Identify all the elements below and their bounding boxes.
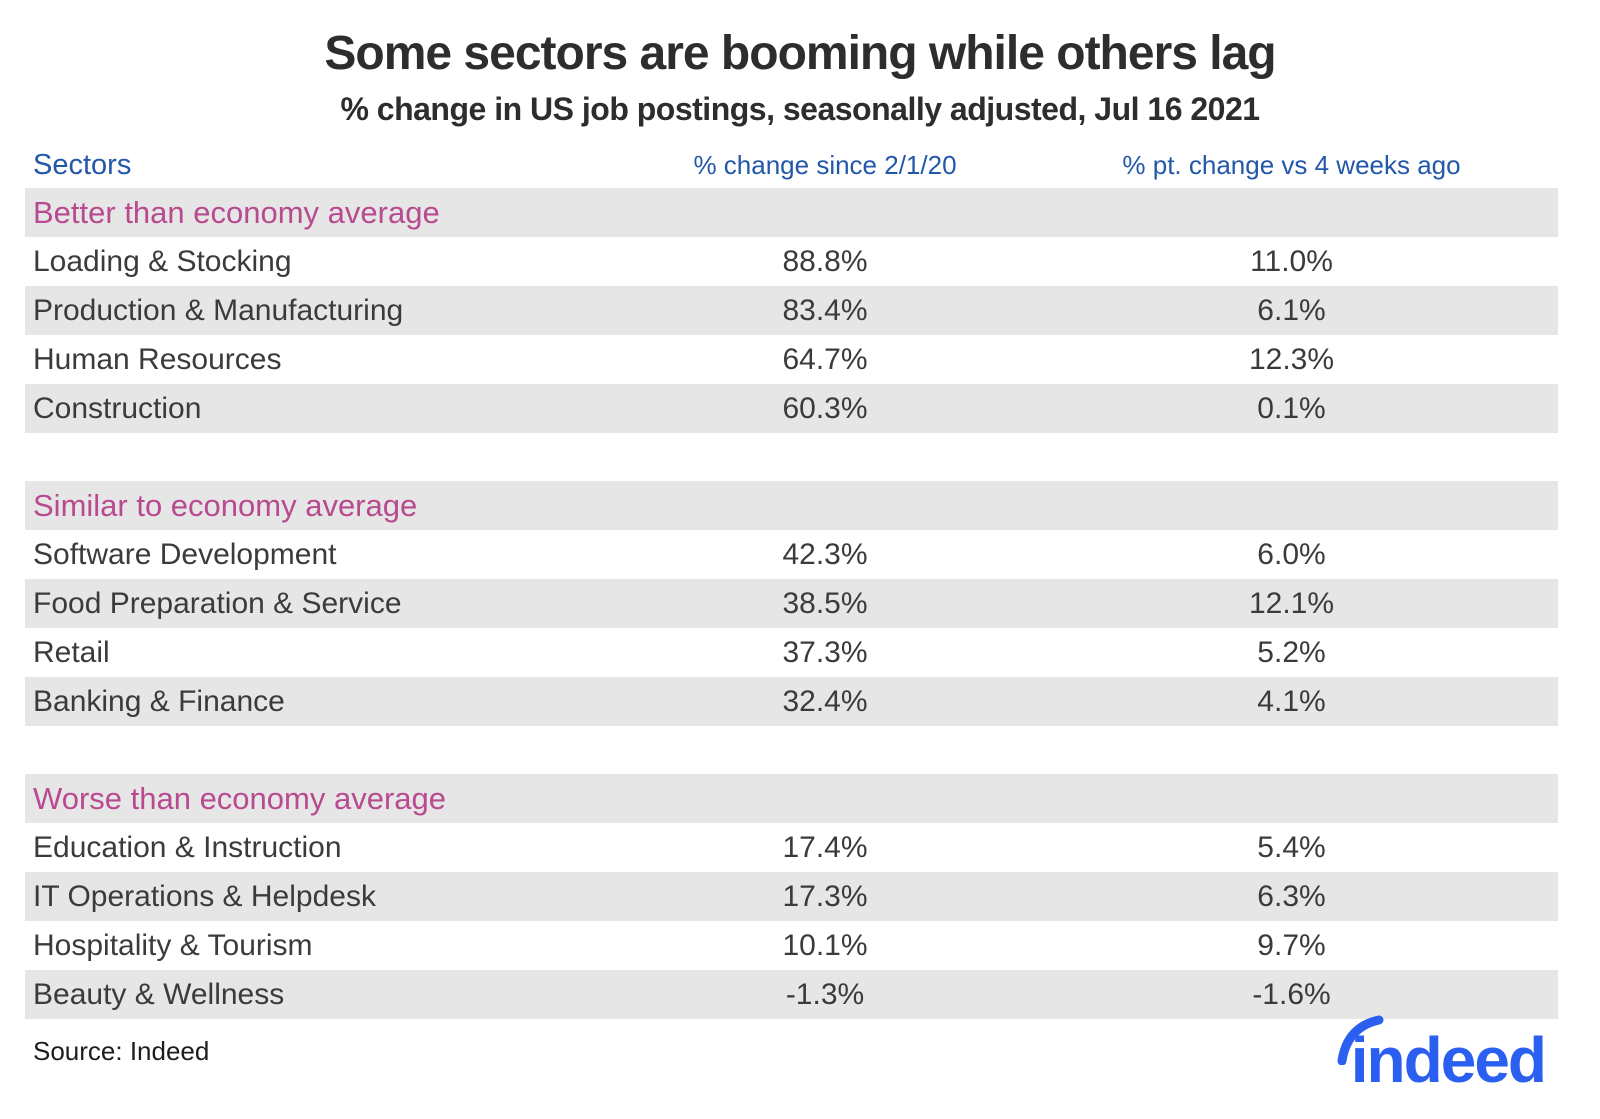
- sector-name: Banking & Finance: [33, 684, 285, 718]
- source-note: Source: Indeed: [33, 1036, 210, 1066]
- pt-change-vs-4-weeks-value: 12.1%: [1248, 586, 1335, 620]
- change-since-feb-2020-value: 17.3%: [782, 879, 868, 913]
- sector-name: Human Resources: [33, 342, 282, 376]
- table-row-hospitality-tourism: Hospitality & Tourism 10.1% 9.7%: [25, 921, 1558, 970]
- column-header-sectors: Sectors: [33, 148, 132, 181]
- column-header-change-since-feb-2020: % change since 2/1/20: [693, 149, 957, 180]
- table-row-food-preparation-service: Food Preparation & Service 38.5% 12.1%: [25, 579, 1558, 628]
- sector-name: Software Development: [33, 537, 337, 571]
- table-row-loading-stocking: Loading & Stocking 88.8% 11.0%: [25, 237, 1558, 286]
- section-header-better-than-economy-average: Better than economy average: [25, 188, 1558, 237]
- sector-name: Loading & Stocking: [33, 244, 292, 278]
- table-row-banking-finance: Banking & Finance 32.4% 4.1%: [25, 677, 1558, 726]
- table-row-beauty-wellness: Beauty & Wellness -1.3% -1.6%: [25, 970, 1558, 1019]
- table-row-it-operations-helpdesk: IT Operations & Helpdesk 17.3% 6.3%: [25, 872, 1558, 921]
- change-since-feb-2020-value: 60.3%: [782, 391, 868, 425]
- change-since-feb-2020-value: 32.4%: [782, 684, 868, 718]
- sector-name: Education & Instruction: [33, 830, 342, 864]
- pt-change-vs-4-weeks-value: 6.0%: [1257, 537, 1326, 571]
- pt-change-vs-4-weeks-value: 11.0%: [1250, 244, 1333, 278]
- section-spacer: [25, 433, 1558, 481]
- table-header-row: Sectors % change since 2/1/20 % pt. chan…: [25, 142, 1558, 188]
- sector-name: Food Preparation & Service: [33, 586, 402, 620]
- sector-name: Retail: [33, 635, 110, 669]
- sector-name: Beauty & Wellness: [33, 977, 285, 1011]
- indeed-logo: indeed: [1337, 1015, 1547, 1103]
- pt-change-vs-4-weeks-value: 4.1%: [1257, 684, 1326, 718]
- indeed-logo-arc-icon: [1337, 1015, 1384, 1065]
- pt-change-vs-4-weeks-value: 5.4%: [1257, 830, 1326, 864]
- table-row-construction: Construction 60.3% 0.1%: [25, 384, 1558, 433]
- pt-change-vs-4-weeks-value: 6.3%: [1257, 879, 1326, 913]
- table-row-production-manufacturing: Production & Manufacturing 83.4% 6.1%: [25, 286, 1558, 335]
- table-row-human-resources: Human Resources 64.7% 12.3%: [25, 335, 1558, 384]
- pt-change-vs-4-weeks-value: 12.3%: [1248, 342, 1335, 376]
- change-since-feb-2020-value: 64.7%: [782, 342, 868, 376]
- chart-title: Some sectors are booming while others la…: [324, 27, 1276, 80]
- sector-name: Construction: [33, 391, 202, 425]
- section-spacer: [25, 726, 1558, 774]
- change-since-feb-2020-value: 37.3%: [782, 635, 868, 669]
- pt-change-vs-4-weeks-value: 0.1%: [1257, 391, 1326, 425]
- pt-change-vs-4-weeks-value: 6.1%: [1257, 293, 1326, 327]
- indeed-logo-text: indeed: [1350, 1024, 1547, 1096]
- sector-table: Sectors % change since 2/1/20 % pt. chan…: [25, 142, 1558, 1019]
- chart-subtitle: % change in US job postings, seasonally …: [340, 91, 1260, 127]
- change-since-feb-2020-value: -1.3%: [785, 977, 865, 1011]
- table-row-education-instruction: Education & Instruction 17.4% 5.4%: [25, 823, 1558, 872]
- table-row-software-development: Software Development 42.3% 6.0%: [25, 530, 1558, 579]
- change-since-feb-2020-value: 10.1%: [782, 928, 868, 962]
- pt-change-vs-4-weeks-value: 5.2%: [1257, 635, 1326, 669]
- table-body: Better than economy average Loading & Sto…: [25, 188, 1558, 1019]
- section-header-worse-than-economy-average: Worse than economy average: [25, 774, 1558, 823]
- change-since-feb-2020-value: 17.4%: [782, 830, 868, 864]
- change-since-feb-2020-value: 83.4%: [782, 293, 868, 327]
- change-since-feb-2020-value: 42.3%: [782, 537, 868, 571]
- section-header-similar-to-economy-average: Similar to economy average: [25, 481, 1558, 530]
- pt-change-vs-4-weeks-value: -1.6%: [1252, 977, 1331, 1011]
- change-since-feb-2020-value: 38.5%: [782, 586, 868, 620]
- pt-change-vs-4-weeks-value: 9.7%: [1257, 928, 1326, 962]
- table-row-retail: Retail 37.3% 5.2%: [25, 628, 1558, 677]
- column-header-pt-change-vs-4-weeks: % pt. change vs 4 weeks ago: [1122, 149, 1461, 180]
- sector-name: Production & Manufacturing: [33, 293, 404, 327]
- sector-name: IT Operations & Helpdesk: [33, 879, 376, 913]
- sector-name: Hospitality & Tourism: [33, 928, 313, 962]
- change-since-feb-2020-value: 88.8%: [782, 244, 868, 278]
